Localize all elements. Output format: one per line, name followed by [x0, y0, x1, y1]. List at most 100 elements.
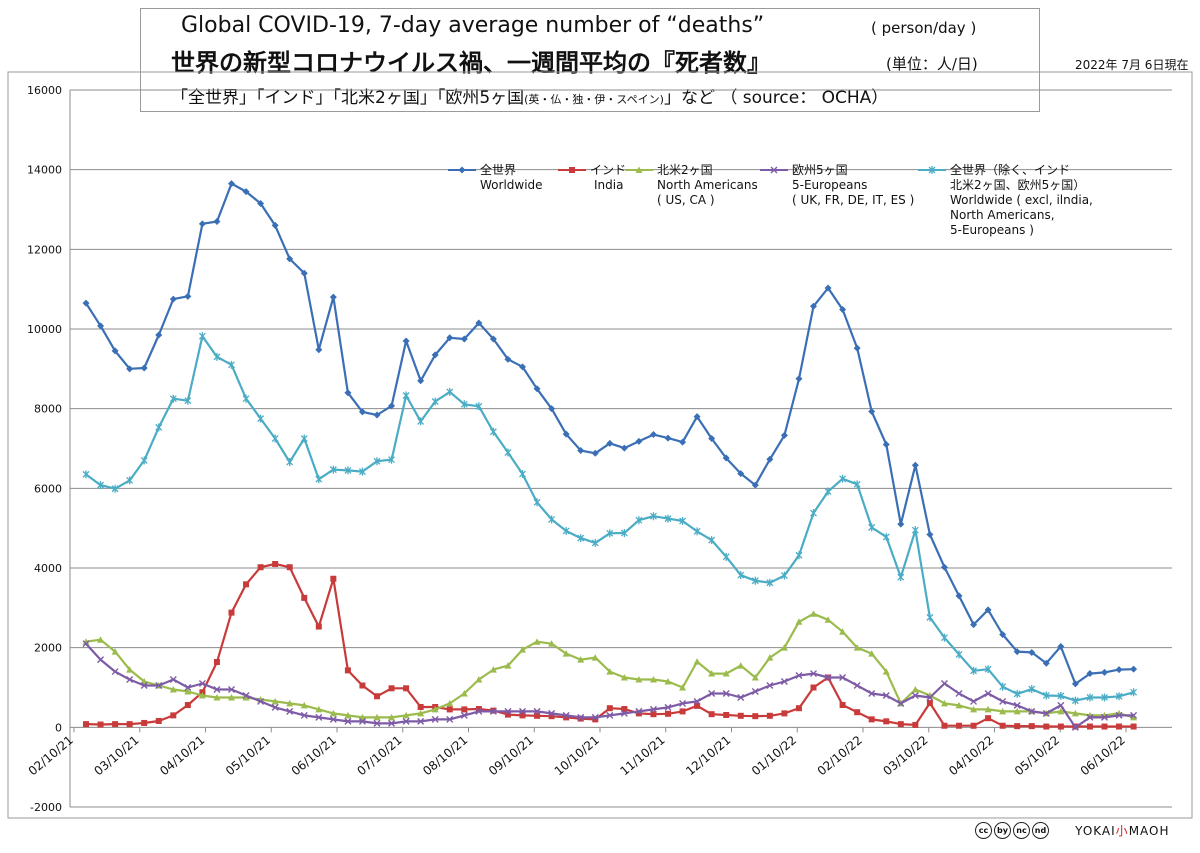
data-point	[242, 394, 250, 403]
data-point	[970, 705, 978, 713]
data-point	[868, 523, 876, 532]
data-point	[679, 699, 687, 707]
data-point	[300, 701, 308, 709]
data-point	[941, 722, 948, 729]
data-point	[329, 465, 337, 474]
series-4	[82, 332, 1138, 705]
legend-label: North Americans,	[950, 208, 1055, 222]
data-point	[693, 697, 701, 705]
data-point	[446, 699, 454, 707]
data-point	[111, 484, 119, 493]
brand-mid: 小	[1115, 824, 1129, 838]
data-point	[635, 516, 643, 525]
y-tick-label: 12000	[27, 243, 62, 256]
data-point	[693, 658, 701, 665]
legend-label: インド	[590, 163, 626, 177]
data-point	[606, 529, 614, 538]
data-point	[373, 713, 381, 721]
data-point	[446, 387, 454, 396]
data-point	[475, 676, 483, 683]
data-point	[970, 621, 978, 629]
data-point	[664, 703, 672, 711]
data-point	[140, 364, 148, 372]
data-point	[708, 689, 716, 697]
data-point	[810, 509, 817, 518]
data-point	[286, 458, 294, 467]
data-point	[155, 717, 162, 724]
data-point	[489, 707, 497, 715]
data-point	[242, 693, 250, 701]
x-tick-label: 04/10/21	[157, 733, 207, 778]
x-tick-label: 08/10/21	[420, 733, 470, 778]
data-point	[533, 707, 541, 715]
data-point	[751, 481, 759, 489]
data-point	[519, 712, 526, 719]
data-point	[126, 666, 134, 673]
data-point	[533, 638, 541, 645]
data-point	[548, 640, 556, 647]
x-tick-label: 05/10/22	[1012, 733, 1062, 778]
legend-label: India	[594, 178, 623, 192]
data-point	[882, 532, 890, 541]
data-point	[970, 697, 978, 705]
data-point	[460, 689, 468, 697]
data-point	[548, 713, 555, 720]
data-point	[359, 682, 366, 689]
data-point	[621, 706, 628, 713]
data-point	[458, 166, 466, 174]
data-point	[912, 721, 919, 728]
data-point	[82, 638, 90, 645]
data-point	[766, 654, 774, 661]
data-point	[577, 656, 585, 663]
data-point	[1071, 723, 1079, 731]
data-point	[824, 616, 832, 623]
data-point	[198, 220, 206, 228]
data-point	[984, 705, 992, 713]
data-point	[489, 666, 497, 673]
data-point	[940, 680, 948, 688]
data-point	[795, 672, 803, 680]
data-point	[1130, 723, 1137, 730]
data-point	[824, 674, 832, 682]
data-point	[694, 702, 701, 709]
data-point	[141, 719, 148, 726]
data-point	[693, 527, 701, 536]
data-point	[664, 434, 672, 442]
data-point	[1115, 692, 1123, 701]
data-point	[1115, 666, 1123, 674]
data-point	[1101, 693, 1108, 702]
data-point	[853, 480, 861, 489]
data-point	[664, 514, 672, 523]
x-tick-label: 10/10/21	[552, 733, 602, 778]
data-point	[650, 711, 657, 718]
data-point	[780, 431, 788, 439]
data-point	[577, 713, 585, 721]
data-point	[257, 200, 265, 208]
data-point	[708, 711, 715, 718]
data-point	[649, 705, 657, 713]
data-point	[169, 676, 177, 684]
data-point	[1116, 723, 1123, 730]
data-point	[897, 699, 905, 707]
data-point	[810, 684, 817, 691]
subtitle: 「全世界」「インド」「北米2ヶ国」「欧州5ヶ国(英・仏・独・伊・スペイン)」など…	[171, 83, 888, 108]
data-point	[868, 689, 876, 697]
data-point	[1042, 709, 1050, 717]
data-point	[1013, 707, 1021, 715]
data-point	[853, 682, 861, 690]
data-point	[213, 659, 220, 666]
data-point	[1057, 707, 1065, 715]
data-point	[344, 389, 352, 397]
data-point	[504, 711, 511, 718]
data-point	[388, 685, 395, 692]
data-point	[1071, 680, 1079, 688]
data-point	[257, 414, 265, 423]
data-point	[344, 717, 352, 725]
data-point	[533, 385, 541, 393]
data-point	[184, 684, 192, 691]
data-point	[649, 512, 657, 521]
data-point	[519, 646, 526, 653]
cc-icon: cc	[975, 822, 992, 839]
data-point	[1101, 713, 1108, 721]
data-point	[1086, 713, 1094, 721]
